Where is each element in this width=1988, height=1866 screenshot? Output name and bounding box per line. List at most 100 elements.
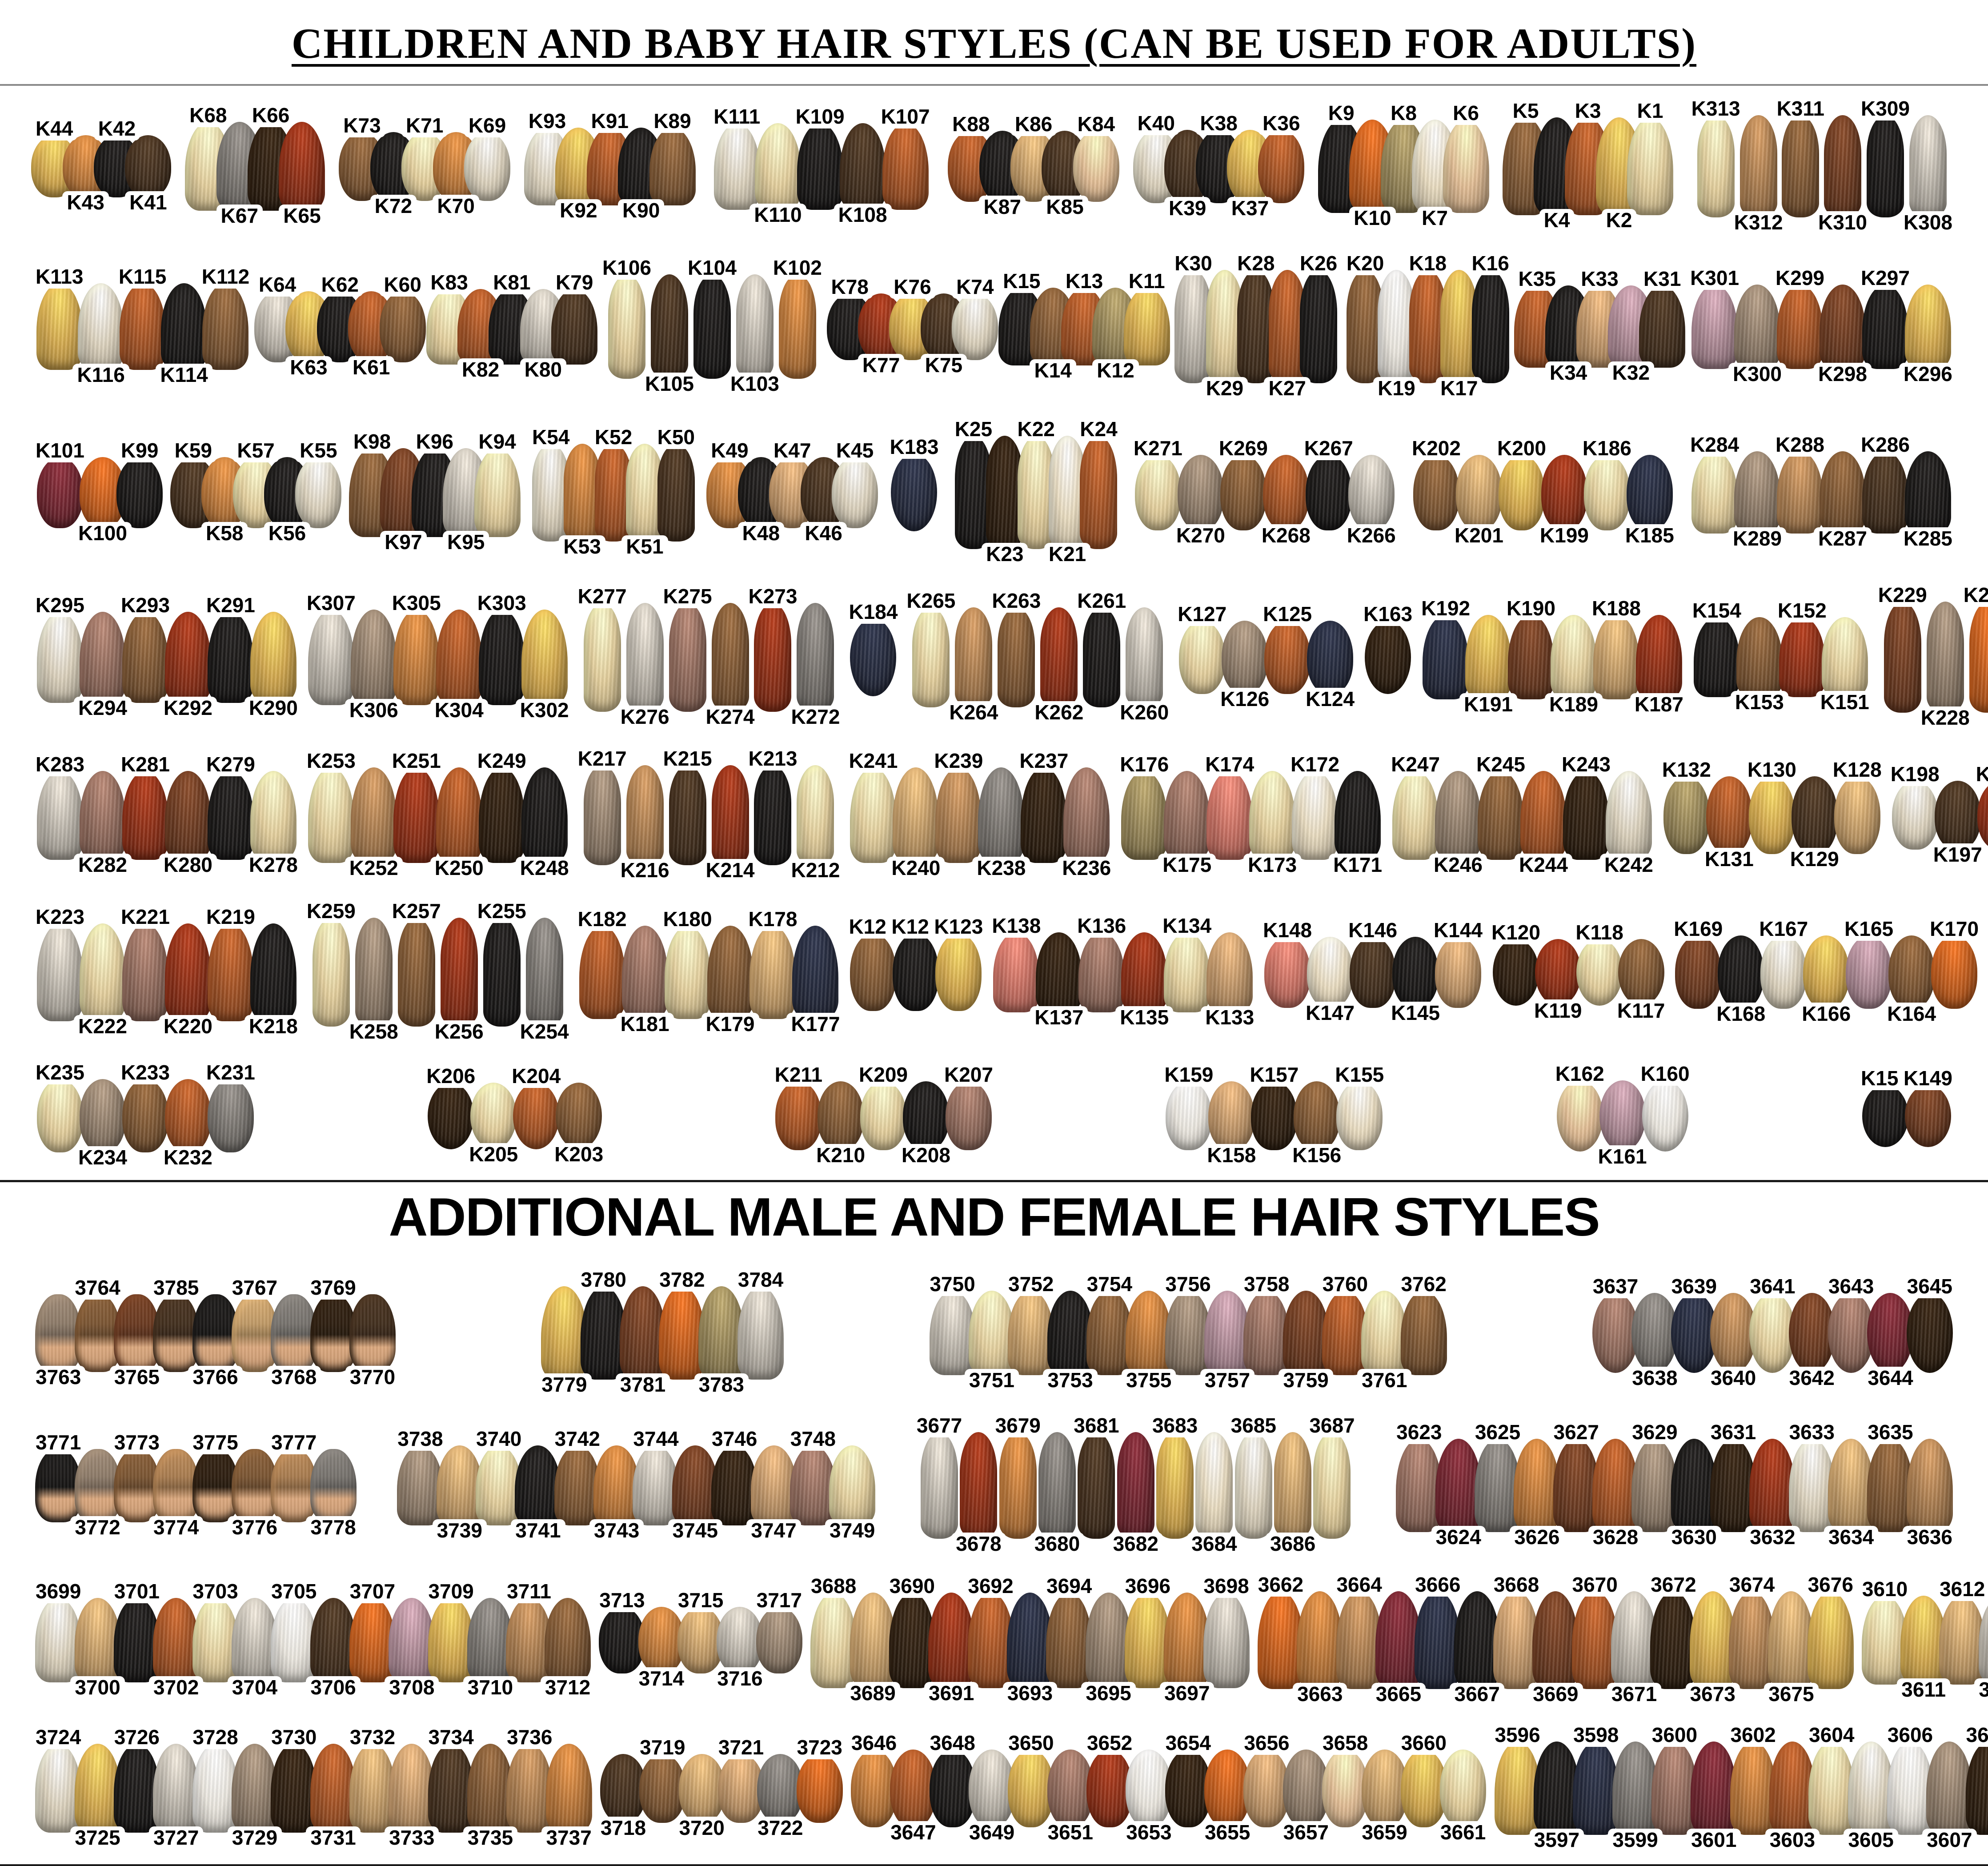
- label-slot-bottom: K29: [1202, 383, 1248, 408]
- hair-swatch: [712, 765, 749, 865]
- label-slot-top: 3612: [1935, 1571, 1988, 1596]
- hair-style-number: K126: [1216, 688, 1274, 711]
- hair-style-number: K179: [701, 1013, 759, 1036]
- hair-style-number: K191: [1459, 693, 1517, 716]
- label-slot-bottom: K246: [1429, 860, 1487, 885]
- hair-style-number: K138: [987, 915, 1045, 938]
- label-slot-bottom: K205: [465, 1149, 522, 1174]
- label-slot-bottom: 3700: [70, 1682, 124, 1707]
- hair-swatch: [935, 933, 982, 1011]
- hair-swatch: [125, 135, 171, 197]
- hair-style-number: K255: [473, 900, 531, 923]
- hair-style-number: K87: [979, 196, 1025, 219]
- label-slot-bottom: 3766: [188, 1372, 242, 1397]
- hair-style-number: 3733: [385, 1826, 439, 1850]
- label-slot-top: K305: [388, 585, 445, 610]
- label-slot-bottom: K27: [1264, 383, 1310, 408]
- hair-style-number: 3781: [616, 1373, 670, 1396]
- label-slot-bottom: 3749: [825, 1525, 879, 1550]
- hair-style-number: K182: [573, 908, 631, 931]
- hair-style-number: K132: [1658, 758, 1715, 782]
- hair-style-number: K80: [520, 358, 566, 381]
- label-slot-bottom: K17: [1436, 383, 1482, 408]
- hair-style-number: K133: [1201, 1006, 1259, 1029]
- hair-style-number: K213: [744, 747, 802, 770]
- hair-style-number: K151: [1816, 691, 1874, 714]
- hair-style-number: K279: [202, 753, 260, 776]
- label-slot-bottom: 3765: [110, 1372, 164, 1397]
- hair-style-number: K260: [1115, 701, 1173, 724]
- label-slot-top: K259: [302, 893, 360, 918]
- hair-style-number: 3691: [924, 1682, 978, 1705]
- hair-style-number: K127: [1173, 603, 1231, 626]
- hair-style-number: K81: [489, 271, 535, 294]
- label-slot-top: K165: [1840, 911, 1898, 935]
- label-slot-top: K13: [1061, 263, 1107, 288]
- label-slot-top: K157: [1245, 1056, 1303, 1081]
- hair-style-number: K62: [317, 273, 363, 297]
- label-slot-top: K42: [94, 110, 140, 135]
- hair-swatch: [1808, 1591, 1854, 1689]
- hair-style-number: K26: [1295, 252, 1342, 275]
- label-slot-bottom: K222: [74, 1021, 132, 1046]
- hair-swatch: [1080, 436, 1117, 549]
- label-slot-top: K31: [1639, 261, 1685, 285]
- label-slot-bottom: K63: [285, 362, 332, 387]
- label-slot-bottom: K278: [244, 860, 302, 885]
- hair-style-number: K211: [770, 1063, 827, 1087]
- label-slot-top: K277: [573, 578, 631, 603]
- hair-style-number: K306: [345, 699, 403, 722]
- hair-swatch: [1535, 939, 1581, 1006]
- label-slot-top: 3598: [1569, 1717, 1623, 1742]
- hair-style-number: K106: [598, 257, 656, 280]
- label-slot-top: 3625: [1471, 1414, 1525, 1439]
- label-slot-bottom: K77: [858, 360, 904, 385]
- label-slot-bottom: K80: [520, 365, 566, 389]
- label-slot-bottom: K304: [430, 705, 488, 730]
- hair-swatch: [1576, 939, 1623, 1006]
- hair-style-number: K8: [1386, 102, 1421, 125]
- label-slot-top: K207: [940, 1056, 998, 1081]
- hair-style-number: K44: [31, 117, 77, 140]
- hair-style-number: 3606: [1883, 1724, 1937, 1747]
- label-slot-bottom: K90: [618, 205, 664, 230]
- hair-style-number: K163: [1359, 603, 1417, 626]
- label-slot-bottom: K161: [1594, 1152, 1651, 1176]
- label-slot-bottom: 3781: [616, 1380, 670, 1405]
- label-slot-bottom: 3755: [1122, 1375, 1176, 1400]
- hair-style-number: 3772: [70, 1516, 124, 1539]
- hair-style-number: 3714: [634, 1667, 689, 1690]
- hair-style-number: K103: [726, 373, 784, 396]
- hair-swatch: [1195, 1432, 1233, 1539]
- hair-style-number: K149: [1899, 1067, 1957, 1090]
- hair-style-number: 3631: [1706, 1421, 1760, 1444]
- hair-style-number: 3623: [1392, 1421, 1446, 1444]
- hair-style-number: 3740: [472, 1428, 526, 1451]
- label-slot-bottom: K173: [1243, 860, 1301, 885]
- hair-swatch: [116, 457, 163, 528]
- hair-swatch: [1456, 455, 1502, 530]
- hair-style-number: 3747: [746, 1519, 801, 1542]
- hair-style-number: 3742: [550, 1428, 605, 1451]
- hair-style-number: K113: [31, 265, 88, 289]
- hair-style-number: K264: [945, 701, 1002, 724]
- label-slot-bottom: 3678: [951, 1539, 1006, 1564]
- hair-swatch: [1935, 781, 1981, 850]
- label-slot-bottom: K252: [345, 863, 403, 888]
- label-slot-top: 3696: [1121, 1568, 1175, 1593]
- hair-style-number: K177: [786, 1013, 844, 1036]
- hair-swatch: [946, 1081, 992, 1150]
- label-slot-top: K106: [598, 249, 656, 274]
- hair-style-number: 3707: [345, 1580, 400, 1603]
- label-slot-top: K28: [1233, 245, 1279, 270]
- hair-swatch: [464, 132, 510, 201]
- hair-swatch: [1235, 1432, 1272, 1539]
- hair-style-number: 3779: [537, 1373, 591, 1396]
- label-slot-bottom: K270: [1172, 530, 1230, 555]
- hair-style-number: K237: [1015, 750, 1073, 773]
